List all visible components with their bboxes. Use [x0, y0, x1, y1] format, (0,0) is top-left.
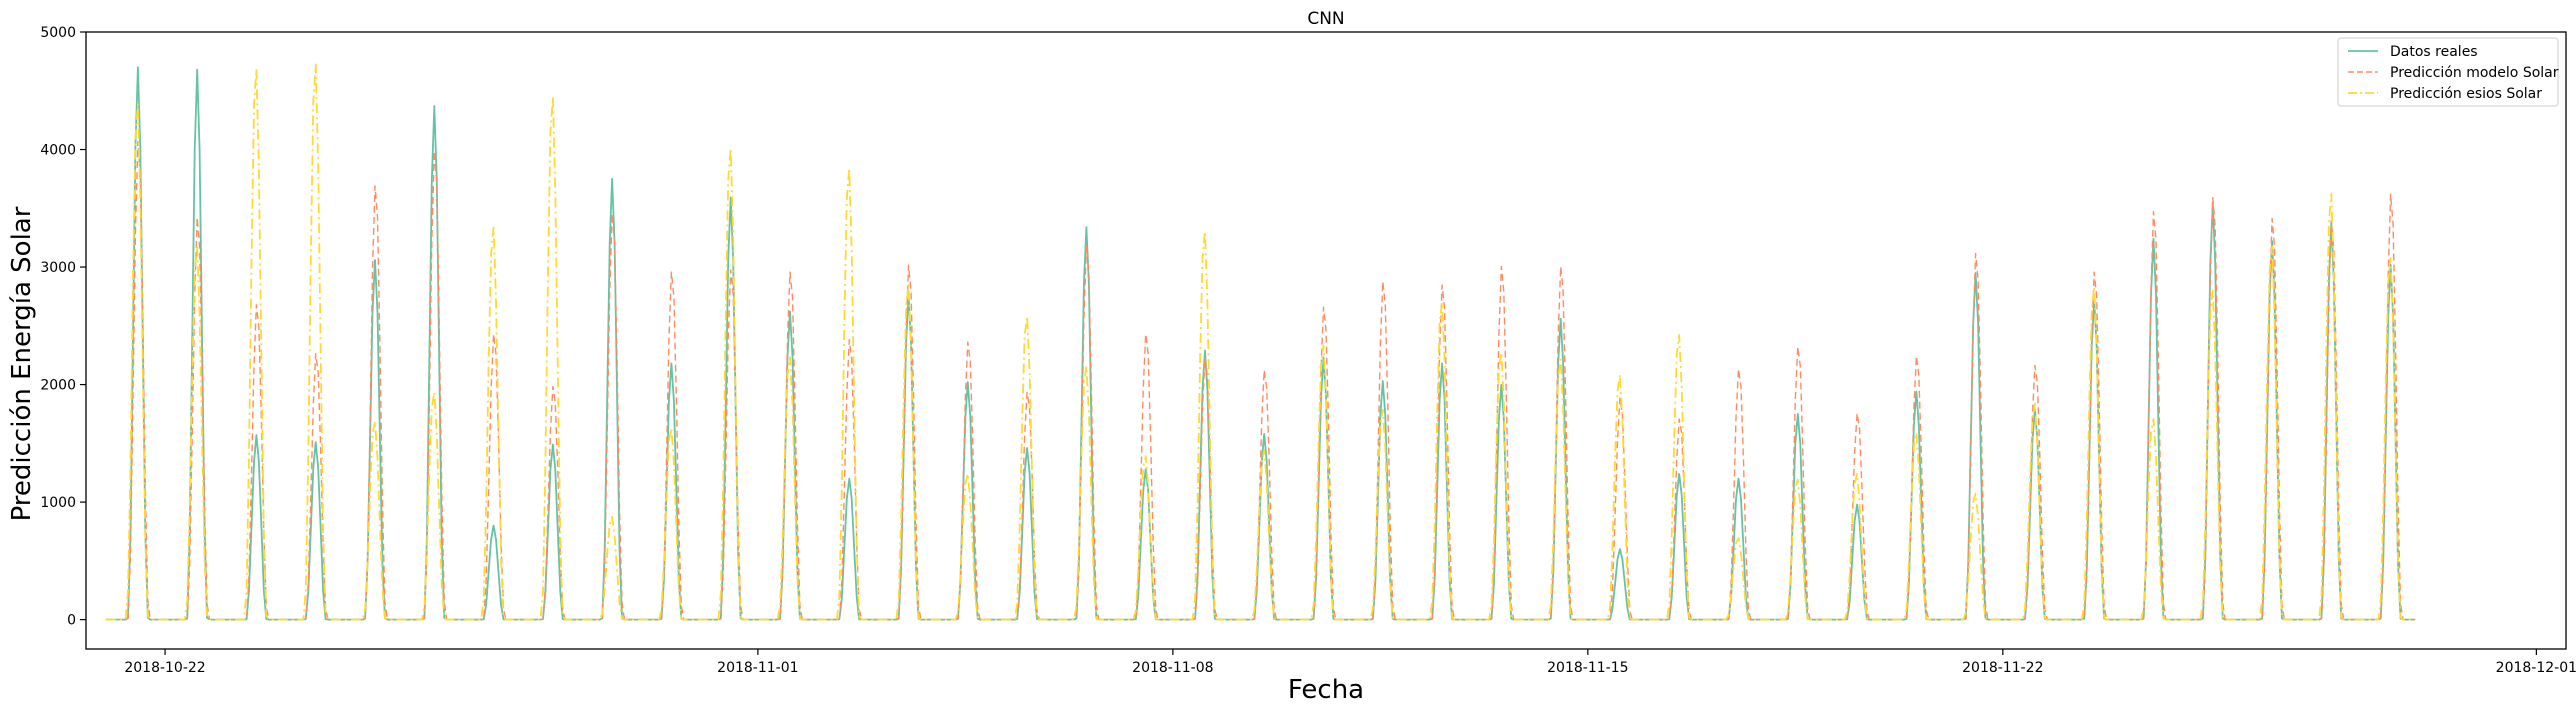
plot-frame	[85, 31, 2567, 650]
legend-label-modelo-solar: Predicción modelo Solar	[2390, 65, 2559, 81]
x-tick-label: 2018-10-22	[124, 660, 205, 676]
x-tick-label: 2018-12-01	[2496, 660, 2576, 676]
y-axis-title: Predicción Energía Solar	[7, 206, 37, 521]
series-layer	[105, 63, 2416, 621]
y-tick-label: 2000	[40, 378, 76, 394]
x-tick-label: 2018-11-08	[1132, 660, 1213, 676]
legend-label-esios-solar: Predicción esios Solar	[2390, 86, 2542, 102]
y-tick-label: 3000	[40, 260, 76, 276]
series-line-esios-solar	[105, 63, 2416, 621]
x-axis-title: Fecha	[1288, 675, 1364, 705]
x-tick-label: 2018-11-22	[1962, 660, 2043, 676]
legend-label-datos-reales: Datos reales	[2390, 44, 2478, 60]
legend: Datos reales Predicción modelo Solar Pre…	[2337, 37, 2559, 107]
legend-box	[2337, 37, 2559, 107]
y-tick-label: 4000	[40, 143, 76, 159]
y-tick-label: 5000	[40, 25, 76, 41]
y-tick-label: 0	[67, 613, 76, 629]
y-axis: 0 1000 2000 3000 4000 5000	[40, 25, 86, 629]
series-line-modelo-solar	[105, 140, 2416, 621]
chart-title: CNN	[1307, 9, 1344, 29]
series-line-datos-reales	[105, 66, 2416, 621]
x-axis: 2018-10-22 2018-11-01 2018-11-08 2018-11-15…	[124, 649, 2576, 676]
x-tick-label: 2018-11-01	[717, 660, 798, 676]
y-tick-label: 1000	[40, 495, 76, 511]
x-tick-label: 2018-11-15	[1547, 660, 1628, 676]
